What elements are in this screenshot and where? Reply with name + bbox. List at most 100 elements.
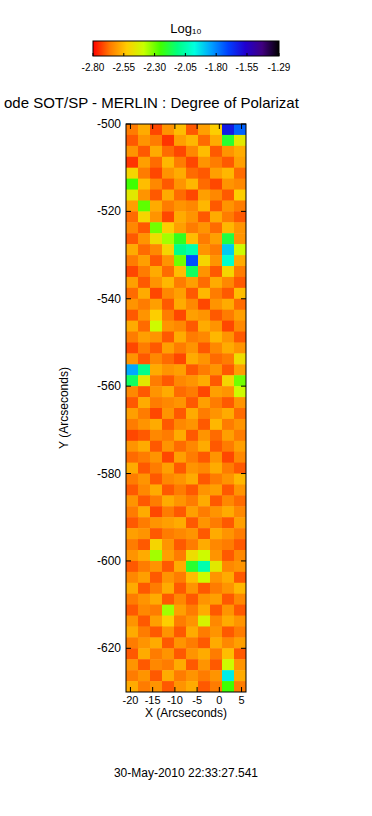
cell [198, 430, 211, 441]
cell [210, 200, 223, 211]
cell [234, 408, 246, 419]
cell [222, 670, 235, 681]
cell [174, 441, 187, 452]
cell [234, 605, 246, 616]
cell [198, 321, 211, 332]
cell [126, 124, 139, 135]
cell [198, 288, 211, 299]
cell [126, 484, 139, 495]
colorbar-tick-label: -2.55 [112, 62, 135, 73]
cell [174, 528, 187, 539]
cell [138, 375, 151, 386]
cell [186, 135, 199, 146]
cell [198, 452, 211, 463]
cell [126, 616, 139, 627]
x-tick [174, 124, 175, 129]
cell [138, 222, 151, 233]
cell [222, 561, 235, 572]
cell [162, 441, 175, 452]
cell [198, 179, 211, 190]
cell [210, 495, 223, 506]
cell [186, 397, 199, 408]
cell [126, 288, 139, 299]
cell [174, 550, 187, 561]
y-tick [126, 473, 131, 474]
cell [186, 255, 199, 266]
cell [198, 419, 211, 430]
cell [174, 408, 187, 419]
cell [234, 594, 246, 605]
cell [222, 321, 235, 332]
cell [150, 528, 163, 539]
cell [126, 342, 139, 353]
colorbar-tick-label: -2.05 [174, 62, 197, 73]
cell [126, 190, 139, 201]
cell [186, 495, 199, 506]
cell [150, 179, 163, 190]
colorbar [93, 41, 279, 56]
cell [186, 266, 199, 277]
cell [174, 179, 187, 190]
cell [210, 474, 223, 485]
cell [210, 626, 223, 637]
cell [162, 190, 175, 201]
cell [174, 517, 187, 528]
cell [234, 474, 246, 485]
cell [210, 364, 223, 375]
cell [222, 386, 235, 397]
cell [198, 277, 211, 288]
cell [222, 397, 235, 408]
cell [222, 168, 235, 179]
cell [138, 484, 151, 495]
cell [150, 419, 163, 430]
cell [210, 157, 223, 168]
cell [186, 222, 199, 233]
cell [210, 179, 223, 190]
colorbar-tick [185, 53, 186, 56]
cell [186, 616, 199, 627]
cell [126, 681, 139, 692]
cell [210, 353, 223, 364]
cell [234, 288, 246, 299]
cell [150, 200, 163, 211]
cell [234, 441, 246, 452]
cell [186, 190, 199, 201]
cell [138, 495, 151, 506]
cell [210, 517, 223, 528]
cell [174, 375, 187, 386]
cell [150, 157, 163, 168]
cell [222, 605, 235, 616]
cell [234, 495, 246, 506]
cell [174, 310, 187, 321]
cell [138, 419, 151, 430]
cell [198, 233, 211, 244]
cell [186, 364, 199, 375]
cell [162, 244, 175, 255]
cell [138, 474, 151, 485]
cell [150, 375, 163, 386]
cell [210, 168, 223, 179]
cell [162, 659, 175, 670]
cell [198, 332, 211, 343]
cell [198, 397, 211, 408]
cell [138, 561, 151, 572]
cell [210, 233, 223, 244]
cell [198, 375, 211, 386]
cell [138, 299, 151, 310]
colorbar-label: Log₁₀ [170, 21, 201, 36]
cell [174, 648, 187, 659]
cell [150, 605, 163, 616]
cell [222, 441, 235, 452]
cell [210, 659, 223, 670]
cell [138, 583, 151, 594]
y-tick-label: -500 [97, 117, 121, 131]
y-tick [241, 211, 246, 212]
cell [222, 550, 235, 561]
cell [198, 146, 211, 157]
cell [138, 124, 151, 135]
cell [222, 222, 235, 233]
cell [138, 605, 151, 616]
cell [198, 222, 211, 233]
cell [198, 168, 211, 179]
y-tick [241, 473, 246, 474]
